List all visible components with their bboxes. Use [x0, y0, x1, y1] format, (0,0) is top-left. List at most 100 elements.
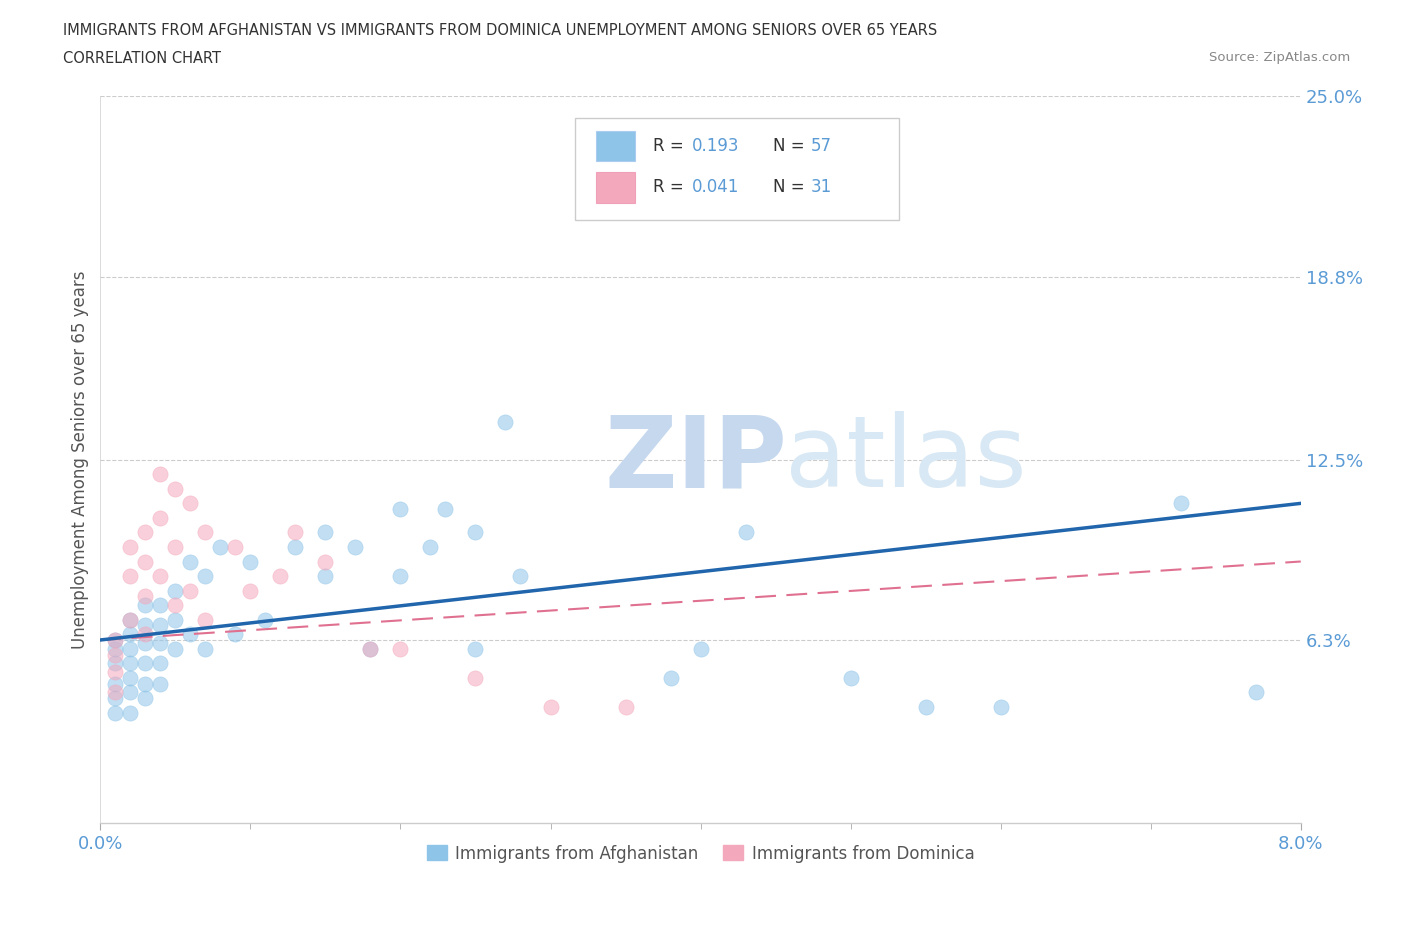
- Point: [165, 598, 187, 613]
- Point: [1244, 684, 1267, 699]
- Point: [120, 656, 142, 671]
- Point: [269, 568, 291, 583]
- Point: [165, 539, 187, 554]
- Point: [134, 691, 156, 706]
- Text: CORRELATION CHART: CORRELATION CHART: [63, 51, 221, 66]
- Point: [344, 539, 367, 554]
- Point: [104, 642, 127, 657]
- Point: [209, 539, 232, 554]
- Point: [134, 635, 156, 650]
- Point: [134, 627, 156, 642]
- Point: [734, 525, 756, 540]
- Point: [120, 612, 142, 627]
- Point: [509, 568, 531, 583]
- Point: [689, 642, 711, 657]
- Point: [254, 612, 277, 627]
- Point: [149, 467, 172, 482]
- Point: [314, 568, 336, 583]
- Point: [134, 589, 156, 604]
- Point: [134, 525, 156, 540]
- Point: [314, 554, 336, 569]
- Point: [120, 684, 142, 699]
- Point: [134, 554, 156, 569]
- Point: [659, 671, 682, 685]
- Point: [104, 665, 127, 680]
- Point: [434, 502, 457, 517]
- Text: 0.041: 0.041: [692, 179, 740, 196]
- Point: [179, 554, 201, 569]
- Legend: Immigrants from Afghanistan, Immigrants from Dominica: Immigrants from Afghanistan, Immigrants …: [420, 838, 981, 870]
- Point: [179, 627, 201, 642]
- Point: [540, 699, 562, 714]
- Point: [165, 583, 187, 598]
- Point: [120, 642, 142, 657]
- Point: [389, 502, 412, 517]
- Point: [149, 635, 172, 650]
- Point: [419, 539, 441, 554]
- Point: [464, 642, 486, 657]
- Point: [104, 656, 127, 671]
- Text: IMMIGRANTS FROM AFGHANISTAN VS IMMIGRANTS FROM DOMINICA UNEMPLOYMENT AMONG SENIO: IMMIGRANTS FROM AFGHANISTAN VS IMMIGRANT…: [63, 23, 938, 38]
- Point: [120, 612, 142, 627]
- FancyBboxPatch shape: [575, 118, 898, 219]
- Point: [149, 676, 172, 691]
- Text: R =: R =: [652, 179, 689, 196]
- Point: [239, 583, 262, 598]
- Point: [104, 632, 127, 647]
- Point: [149, 511, 172, 525]
- Point: [464, 525, 486, 540]
- Point: [120, 671, 142, 685]
- Point: [359, 642, 381, 657]
- Point: [165, 642, 187, 657]
- Point: [389, 568, 412, 583]
- Point: [194, 568, 217, 583]
- Y-axis label: Unemployment Among Seniors over 65 years: Unemployment Among Seniors over 65 years: [72, 271, 89, 649]
- Point: [495, 415, 517, 430]
- Point: [149, 618, 172, 633]
- Text: N =: N =: [772, 137, 810, 154]
- Text: 0.193: 0.193: [692, 137, 740, 154]
- Text: Source: ZipAtlas.com: Source: ZipAtlas.com: [1209, 51, 1350, 64]
- Point: [314, 525, 336, 540]
- Point: [194, 612, 217, 627]
- Point: [614, 699, 637, 714]
- Point: [120, 627, 142, 642]
- Point: [179, 496, 201, 511]
- Bar: [596, 172, 634, 203]
- Point: [104, 647, 127, 662]
- Point: [134, 618, 156, 633]
- Point: [224, 627, 246, 642]
- Point: [134, 676, 156, 691]
- Point: [194, 642, 217, 657]
- Point: [284, 525, 307, 540]
- Point: [149, 656, 172, 671]
- Point: [599, 191, 621, 206]
- Text: R =: R =: [652, 137, 689, 154]
- Text: 31: 31: [811, 179, 832, 196]
- Point: [149, 598, 172, 613]
- Bar: [596, 130, 634, 161]
- Point: [149, 568, 172, 583]
- Text: N =: N =: [772, 179, 810, 196]
- Point: [104, 632, 127, 647]
- Point: [134, 656, 156, 671]
- Point: [120, 705, 142, 720]
- Point: [104, 676, 127, 691]
- Point: [359, 642, 381, 657]
- Point: [165, 612, 187, 627]
- Point: [104, 705, 127, 720]
- Point: [1170, 496, 1192, 511]
- Text: 57: 57: [811, 137, 832, 154]
- Point: [104, 684, 127, 699]
- Point: [224, 539, 246, 554]
- Point: [120, 568, 142, 583]
- Point: [839, 671, 862, 685]
- Point: [284, 539, 307, 554]
- Point: [134, 598, 156, 613]
- Point: [990, 699, 1012, 714]
- Point: [914, 699, 936, 714]
- Point: [464, 671, 486, 685]
- Point: [120, 539, 142, 554]
- Text: ZIP: ZIP: [605, 411, 787, 509]
- Point: [194, 525, 217, 540]
